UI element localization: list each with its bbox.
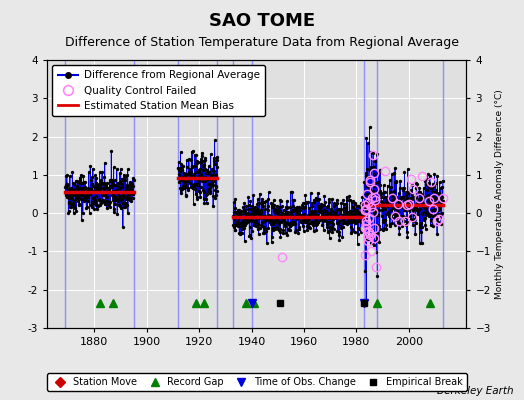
- Y-axis label: Monthly Temperature Anomaly Difference (°C): Monthly Temperature Anomaly Difference (…: [495, 89, 504, 299]
- Text: Berkeley Earth: Berkeley Earth: [437, 386, 514, 396]
- Legend: Station Move, Record Gap, Time of Obs. Change, Empirical Break: Station Move, Record Gap, Time of Obs. C…: [47, 373, 467, 391]
- Text: Difference of Station Temperature Data from Regional Average: Difference of Station Temperature Data f…: [65, 36, 459, 49]
- Text: SAO TOME: SAO TOME: [209, 12, 315, 30]
- Legend: Difference from Regional Average, Quality Control Failed, Estimated Station Mean: Difference from Regional Average, Qualit…: [52, 65, 265, 116]
